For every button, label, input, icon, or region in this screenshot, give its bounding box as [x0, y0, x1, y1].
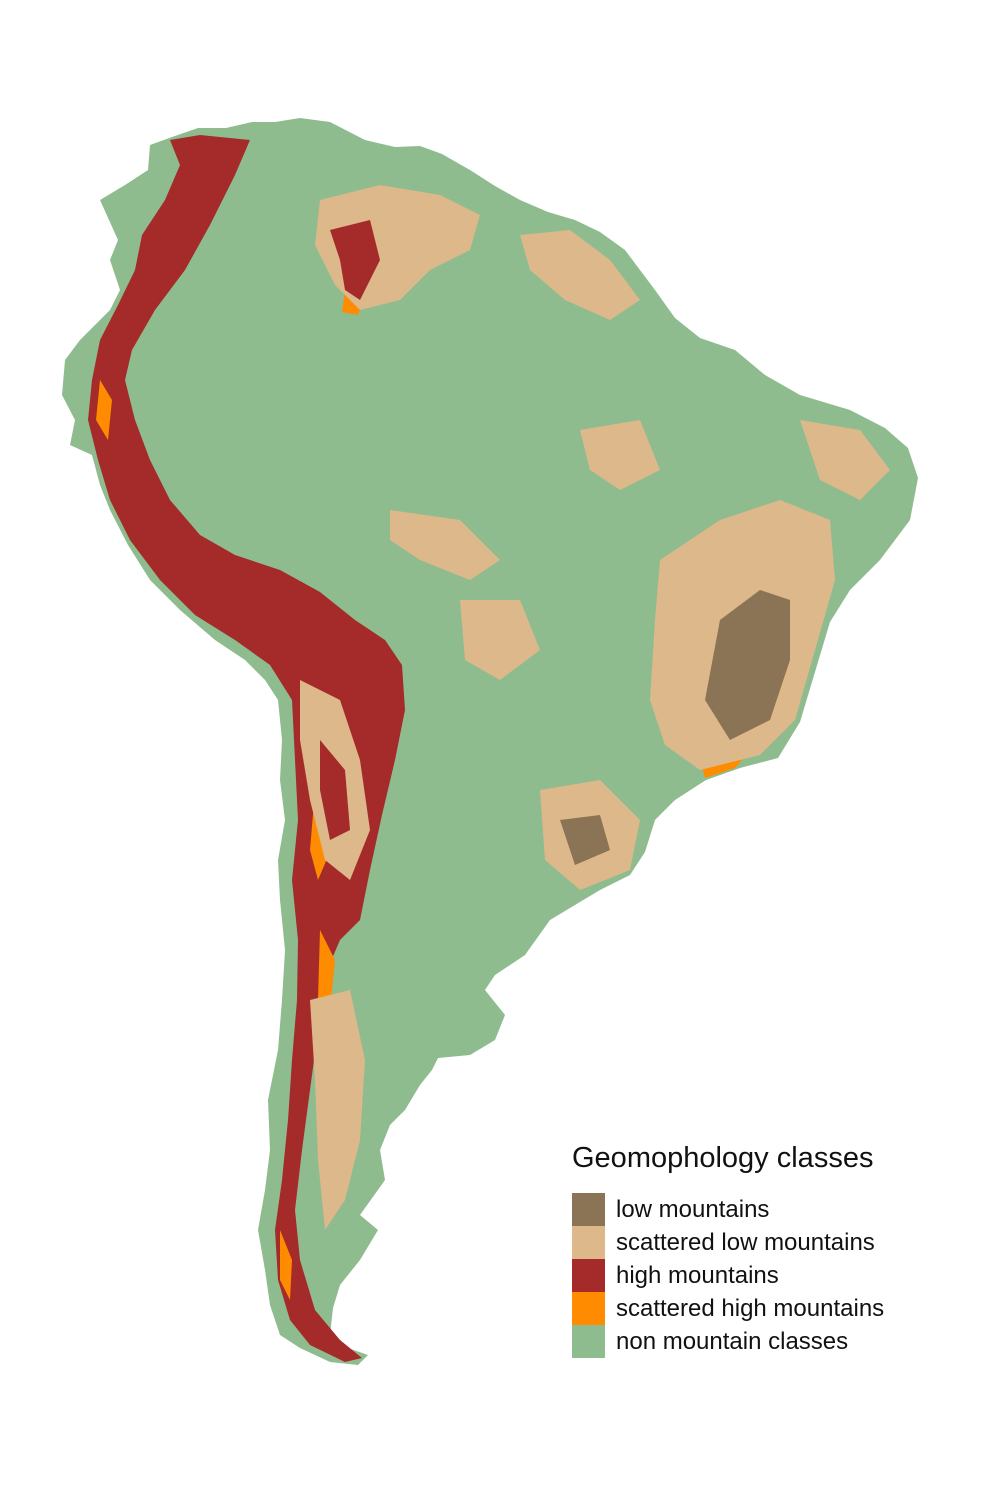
legend-swatch-non-mountain-classes [572, 1325, 605, 1358]
legend-label: low mountains [616, 1195, 770, 1223]
legend-label: non mountain classes [616, 1327, 849, 1355]
legend-list: low mountains scattered low mountains hi… [572, 1193, 972, 1358]
legend-swatch-high-mountains [572, 1259, 605, 1292]
southern-foothills [300, 680, 370, 1230]
legend-item-scattered-low-mountains: scattered low mountains [572, 1226, 972, 1259]
legend-item-scattered-high-mountains: scattered high mountains [572, 1292, 972, 1325]
guiana-highlands [315, 185, 640, 320]
legend-swatch-scattered-low-mountains [572, 1226, 605, 1259]
legend-item-low-mountains: low mountains [572, 1193, 972, 1226]
map-legend: Geomophology classes low mountains scatt… [572, 1140, 972, 1358]
legend-item-non-mountain-classes: non mountain classes [572, 1325, 972, 1358]
legend-title: Geomophology classes [572, 1142, 874, 1174]
brazilian-highlands [390, 420, 890, 890]
legend-label: high mountains [616, 1261, 779, 1289]
legend-swatch-scattered-high-mountains [572, 1292, 605, 1325]
legend-label: scattered high mountains [616, 1294, 885, 1322]
continent-land [62, 118, 918, 1365]
legend-swatch-low-mountains [572, 1193, 605, 1226]
legend-label: scattered low mountains [616, 1228, 875, 1256]
legend-item-high-mountains: high mountains [572, 1259, 972, 1292]
